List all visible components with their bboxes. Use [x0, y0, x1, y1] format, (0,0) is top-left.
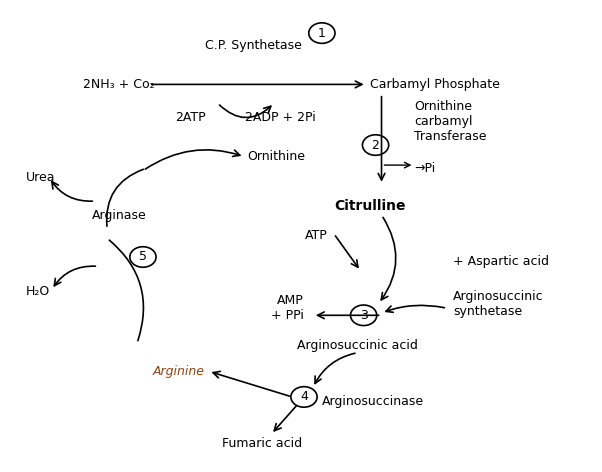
- Text: 5: 5: [139, 251, 147, 263]
- Text: Carbamyl Phosphate: Carbamyl Phosphate: [370, 78, 500, 91]
- Text: Urea: Urea: [25, 171, 55, 184]
- Text: Ornithine
carbamyl
Transferase: Ornithine carbamyl Transferase: [414, 100, 487, 143]
- Text: Fumaric acid: Fumaric acid: [222, 437, 302, 450]
- Text: Ornithine: Ornithine: [247, 150, 305, 163]
- Text: 2NH₃ + Co₂: 2NH₃ + Co₂: [83, 78, 155, 91]
- Text: AMP
+ PPi: AMP + PPi: [271, 295, 304, 322]
- Text: Arginosuccinase: Arginosuccinase: [322, 395, 424, 408]
- Text: 1: 1: [318, 26, 326, 40]
- Text: 3: 3: [359, 309, 368, 322]
- Text: 2: 2: [371, 139, 379, 152]
- Text: Citrulline: Citrulline: [334, 199, 405, 213]
- Text: Arginosuccinic
synthetase: Arginosuccinic synthetase: [453, 290, 544, 318]
- Text: 2ADP + 2Pi: 2ADP + 2Pi: [245, 110, 315, 124]
- Text: →Pi: →Pi: [414, 162, 436, 175]
- Text: + Aspartic acid: + Aspartic acid: [453, 255, 549, 268]
- Text: Arginine: Arginine: [153, 365, 205, 378]
- Text: Arginosuccinic acid: Arginosuccinic acid: [297, 339, 418, 352]
- Text: Arginase: Arginase: [92, 209, 146, 221]
- Text: 2ATP: 2ATP: [175, 110, 206, 124]
- Text: C.P. Synthetase: C.P. Synthetase: [205, 39, 302, 52]
- Text: 4: 4: [300, 390, 308, 404]
- Text: H₂O: H₂O: [25, 286, 50, 298]
- Text: ATP: ATP: [305, 229, 328, 243]
